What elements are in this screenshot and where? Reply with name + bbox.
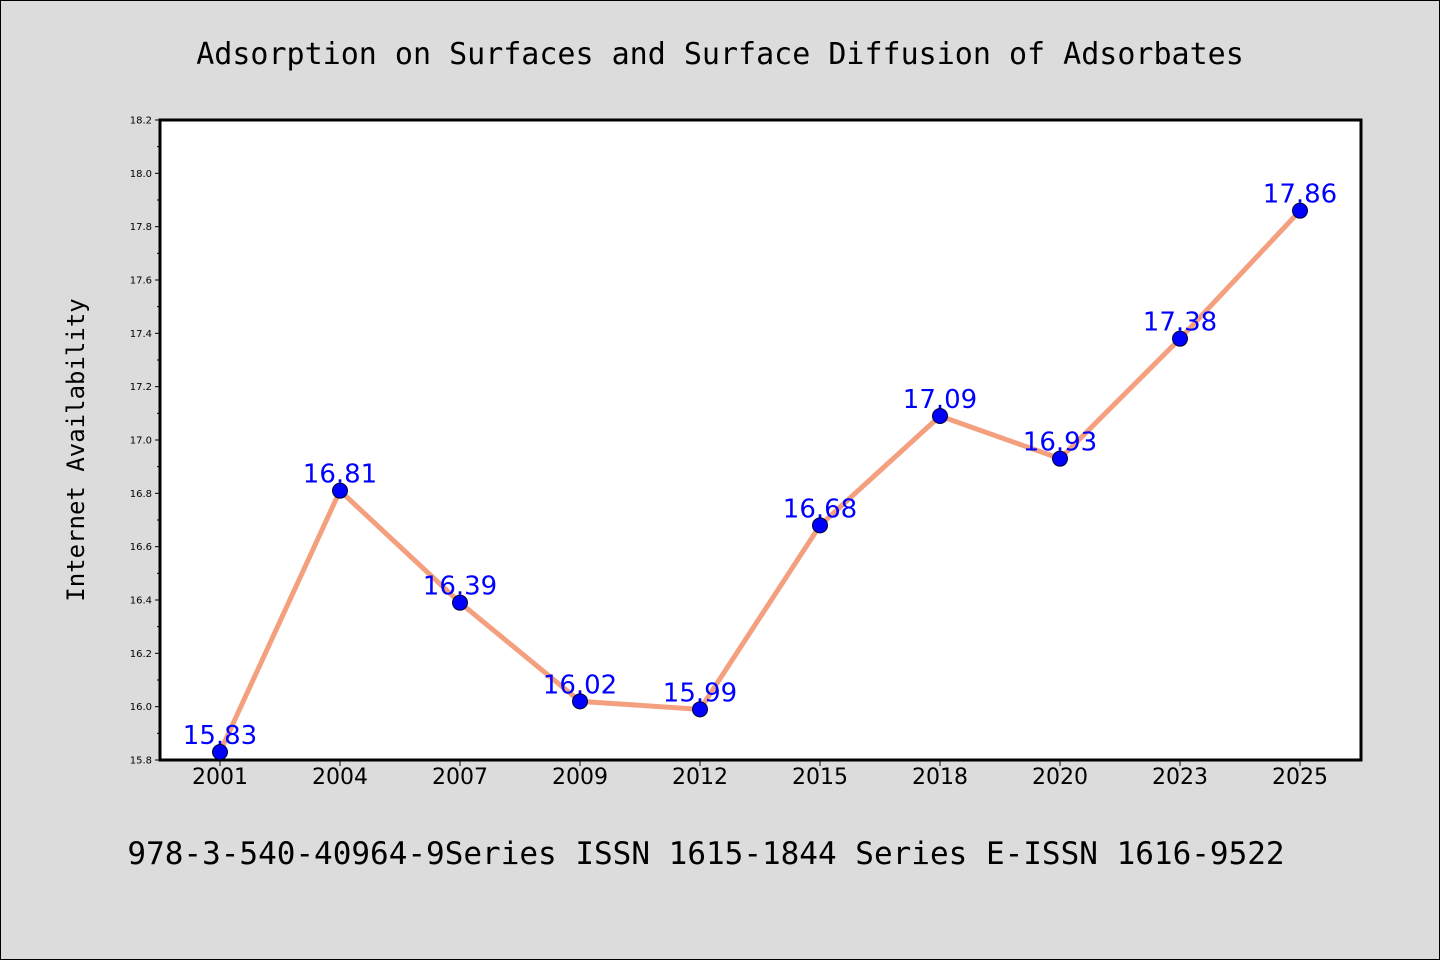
footer-text: 978-3-540-40964-9Series ISSN 1615-1844 S… <box>127 836 1284 872</box>
y-tick-label: 17.2 <box>130 382 152 393</box>
data-point <box>572 693 588 710</box>
x-tick-label: 2001 <box>192 765 248 790</box>
series-line <box>217 208 1303 755</box>
y-tick-label: 16.2 <box>130 649 152 660</box>
x-tick-label: 2012 <box>672 765 728 790</box>
data-label: 16.39 <box>423 572 497 602</box>
y-tick-label: 16.6 <box>130 542 152 553</box>
data-markers <box>212 202 1308 760</box>
y-tick-label: 17.6 <box>130 276 152 287</box>
data-label: 17.86 <box>1263 180 1337 210</box>
data-label: 15.99 <box>663 678 737 708</box>
data-point <box>1052 450 1068 467</box>
data-label: 16.02 <box>543 670 617 700</box>
y-tick-label: 17.8 <box>130 222 152 233</box>
x-tick-label: 2007 <box>432 765 488 790</box>
data-point <box>1292 202 1308 219</box>
x-tick-label: 2018 <box>912 765 968 790</box>
data-point <box>932 408 948 424</box>
y-tick-label: 15.8 <box>130 756 152 767</box>
y-tick-label: 17.0 <box>130 436 152 447</box>
data-label: 16.68 <box>783 494 857 524</box>
y-tick-label: 16.8 <box>130 489 152 500</box>
chart-title: Adsorption on Surfaces and Surface Diffu… <box>196 37 1244 72</box>
x-tick-label: 2020 <box>1032 765 1088 790</box>
y-tick-label: 16.4 <box>130 596 152 607</box>
data-label: 16.93 <box>1023 428 1097 458</box>
y-tick-label: 18.2 <box>130 116 152 127</box>
data-point <box>812 517 828 534</box>
data-label: 17.38 <box>1143 308 1217 338</box>
x-tick-label: 2009 <box>552 765 608 790</box>
x-tick-label: 2004 <box>312 765 368 790</box>
data-label: 16.81 <box>303 460 377 490</box>
x-tick-label: 2015 <box>792 765 848 790</box>
plot-area <box>158 118 1363 762</box>
x-tick-label: 2025 <box>1272 765 1328 790</box>
data-point <box>332 482 348 499</box>
x-tick-label: 2023 <box>1152 765 1208 790</box>
y-axis-label: Internet Availability <box>62 298 90 601</box>
y-tick-label: 16.0 <box>130 702 152 713</box>
y-tick-label: 17.4 <box>130 329 152 340</box>
data-point <box>692 701 708 718</box>
data-point <box>1172 330 1188 347</box>
data-labels: 15.83 16.81 16.39 16.02 15.99 16.68 17.09 16.93… <box>183 180 1337 751</box>
series-line-group <box>217 208 1303 755</box>
x-axis: 2001 2004 2007 2009 2012 2015 2018 2020 2023 2025 <box>192 760 1328 790</box>
y-tick-label: 18.0 <box>130 169 152 180</box>
data-point <box>452 594 468 611</box>
data-label: 15.83 <box>183 721 257 751</box>
data-label: 17.09 <box>903 385 977 415</box>
y-axis: 15.8 16.0 16.2 16.4 16.6 16.8 17.0 17.2 17.4 17.6… <box>130 116 160 767</box>
data-point <box>212 744 228 760</box>
